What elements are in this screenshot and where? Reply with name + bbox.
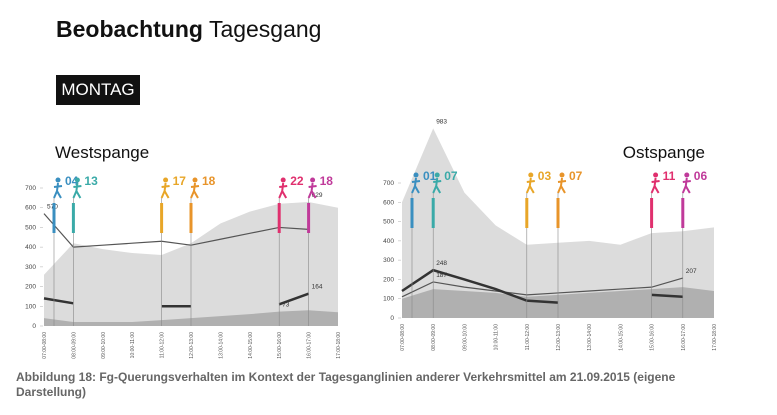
y-tick-label: 500	[25, 224, 36, 231]
title-rest: Tagesgang	[208, 16, 322, 42]
pedestrian-body	[53, 182, 63, 199]
pedestrian-body	[190, 182, 200, 199]
title-bold: Beobachtung	[56, 16, 203, 42]
x-tick-label: 09:00-10:00	[101, 332, 107, 359]
pedestrian-head	[684, 172, 690, 178]
panel: Westspange 0 100 200 300 400 500 600 700 07:00-08…	[25, 143, 342, 359]
y-tick-label: 600	[383, 199, 394, 206]
x-tick-label: 13:00-14:00	[587, 324, 593, 351]
line	[401, 268, 683, 304]
pedestrian-head	[653, 172, 659, 178]
value-label: 187	[436, 272, 447, 279]
pedestrian-body	[278, 182, 288, 199]
pedestrian-body	[681, 177, 691, 194]
pedestrian-body	[72, 182, 82, 199]
x-tick-label: 15:00-16:00	[277, 332, 283, 359]
panel-title: Ostspange	[623, 143, 705, 162]
value-label: 629	[312, 192, 323, 199]
y-tick-label: 100	[383, 296, 394, 303]
x-tick-label: 12:00-13:00	[556, 324, 562, 351]
x-tick-label: 17:00-18:00	[336, 332, 342, 359]
y-tick-label: 400	[383, 238, 394, 245]
pedestrian-head	[413, 172, 419, 178]
x-tick-label: 13:00-14:00	[218, 332, 224, 359]
pedestrian-head	[559, 172, 565, 178]
y-tick-label: 200	[25, 284, 36, 291]
x-tick-label: 16:00-17:00	[307, 332, 313, 359]
pedestrian-body	[307, 182, 317, 199]
pedestrian-head	[280, 177, 286, 183]
value-label: 983	[436, 118, 447, 125]
y-tick-label: 700	[383, 180, 394, 187]
y-tick-label: 300	[25, 264, 36, 271]
x-tick-label: 11:00-12:00	[525, 324, 531, 351]
marker-label: 18	[320, 174, 334, 188]
page-title: Beobachtung Tagesgang	[56, 16, 321, 43]
x-tick-label: 07:00-08:00	[42, 332, 48, 359]
marker-label: 11	[663, 169, 676, 183]
x-tick-label: 11:00-12:00	[160, 332, 166, 359]
marker-label: 18	[202, 174, 216, 188]
line	[43, 292, 310, 308]
value-label: 164	[312, 284, 323, 291]
y-tick-label: 600	[25, 205, 36, 212]
pedestrian-body	[525, 177, 535, 194]
y-tick-label: 100	[25, 303, 36, 310]
y-tick-label: 300	[383, 257, 394, 264]
marker-label: 03	[538, 169, 552, 183]
y-tick-label: 700	[25, 185, 36, 192]
marker-label: 01	[423, 169, 437, 183]
pedestrian-head	[74, 177, 80, 183]
marker-label: 06	[694, 169, 708, 183]
pedestrian-body	[432, 177, 442, 194]
marker-label: 22	[290, 174, 304, 188]
x-tick-label: 10:00-11:00	[130, 332, 136, 359]
x-tick-label: 07:00-08:00	[400, 324, 406, 351]
pedestrian-head	[310, 177, 316, 183]
x-tick-label: 09:00-10:00	[462, 324, 468, 351]
area	[402, 128, 714, 318]
marker-label: 07	[569, 169, 583, 183]
pedestrian-head	[528, 172, 534, 178]
x-tick-label: 08:00-09:00	[431, 324, 437, 351]
pedestrian-head	[163, 177, 169, 183]
line	[401, 277, 683, 298]
x-tick-label: 16:00-17:00	[681, 324, 687, 351]
day-badge: MONTAG	[56, 75, 140, 105]
x-tick-label: 12:00-13:00	[189, 332, 195, 359]
value-label: 248	[436, 260, 447, 267]
x-tick-label: 14:00-15:00	[618, 324, 624, 351]
y-tick-label: 0	[390, 315, 394, 322]
panel-title: Westspange	[55, 143, 149, 162]
pedestrian-head	[434, 172, 440, 178]
marker-label: 17	[173, 174, 187, 188]
marker-label: 07	[444, 169, 458, 183]
line	[43, 213, 309, 248]
y-tick-label: 200	[383, 276, 394, 283]
value-label: 207	[686, 268, 697, 275]
x-tick-label: 17:00-18:00	[712, 324, 718, 351]
y-tick-label: 400	[25, 244, 36, 251]
x-tick-label: 08:00-09:00	[71, 332, 77, 359]
charts: Westspange010020030040050060070007:00-08…	[25, 118, 718, 359]
y-tick-label: 0	[32, 323, 36, 330]
marker-label: 04	[65, 174, 79, 188]
pedestrian-body	[650, 177, 660, 194]
pedestrian-body	[160, 182, 170, 199]
pedestrian-body	[411, 177, 421, 194]
y-tick-label: 500	[383, 219, 394, 226]
pedestrian-body	[557, 177, 567, 194]
x-tick-label: 14:00-15:00	[248, 332, 254, 359]
value-label: 73	[282, 302, 290, 309]
pedestrian-head	[55, 177, 61, 183]
panel: Ostspange 0 100 200 300 400 500 600 700 07:00-08:…	[383, 118, 718, 351]
caption: Abbildung 18: Fg-Querungsverhalten im Ko…	[16, 370, 676, 399]
marker-label: 13	[84, 174, 98, 188]
x-tick-label: 10:00-11:00	[494, 324, 500, 351]
pedestrian-head	[192, 177, 198, 183]
x-tick-label: 15:00-16:00	[650, 324, 656, 351]
